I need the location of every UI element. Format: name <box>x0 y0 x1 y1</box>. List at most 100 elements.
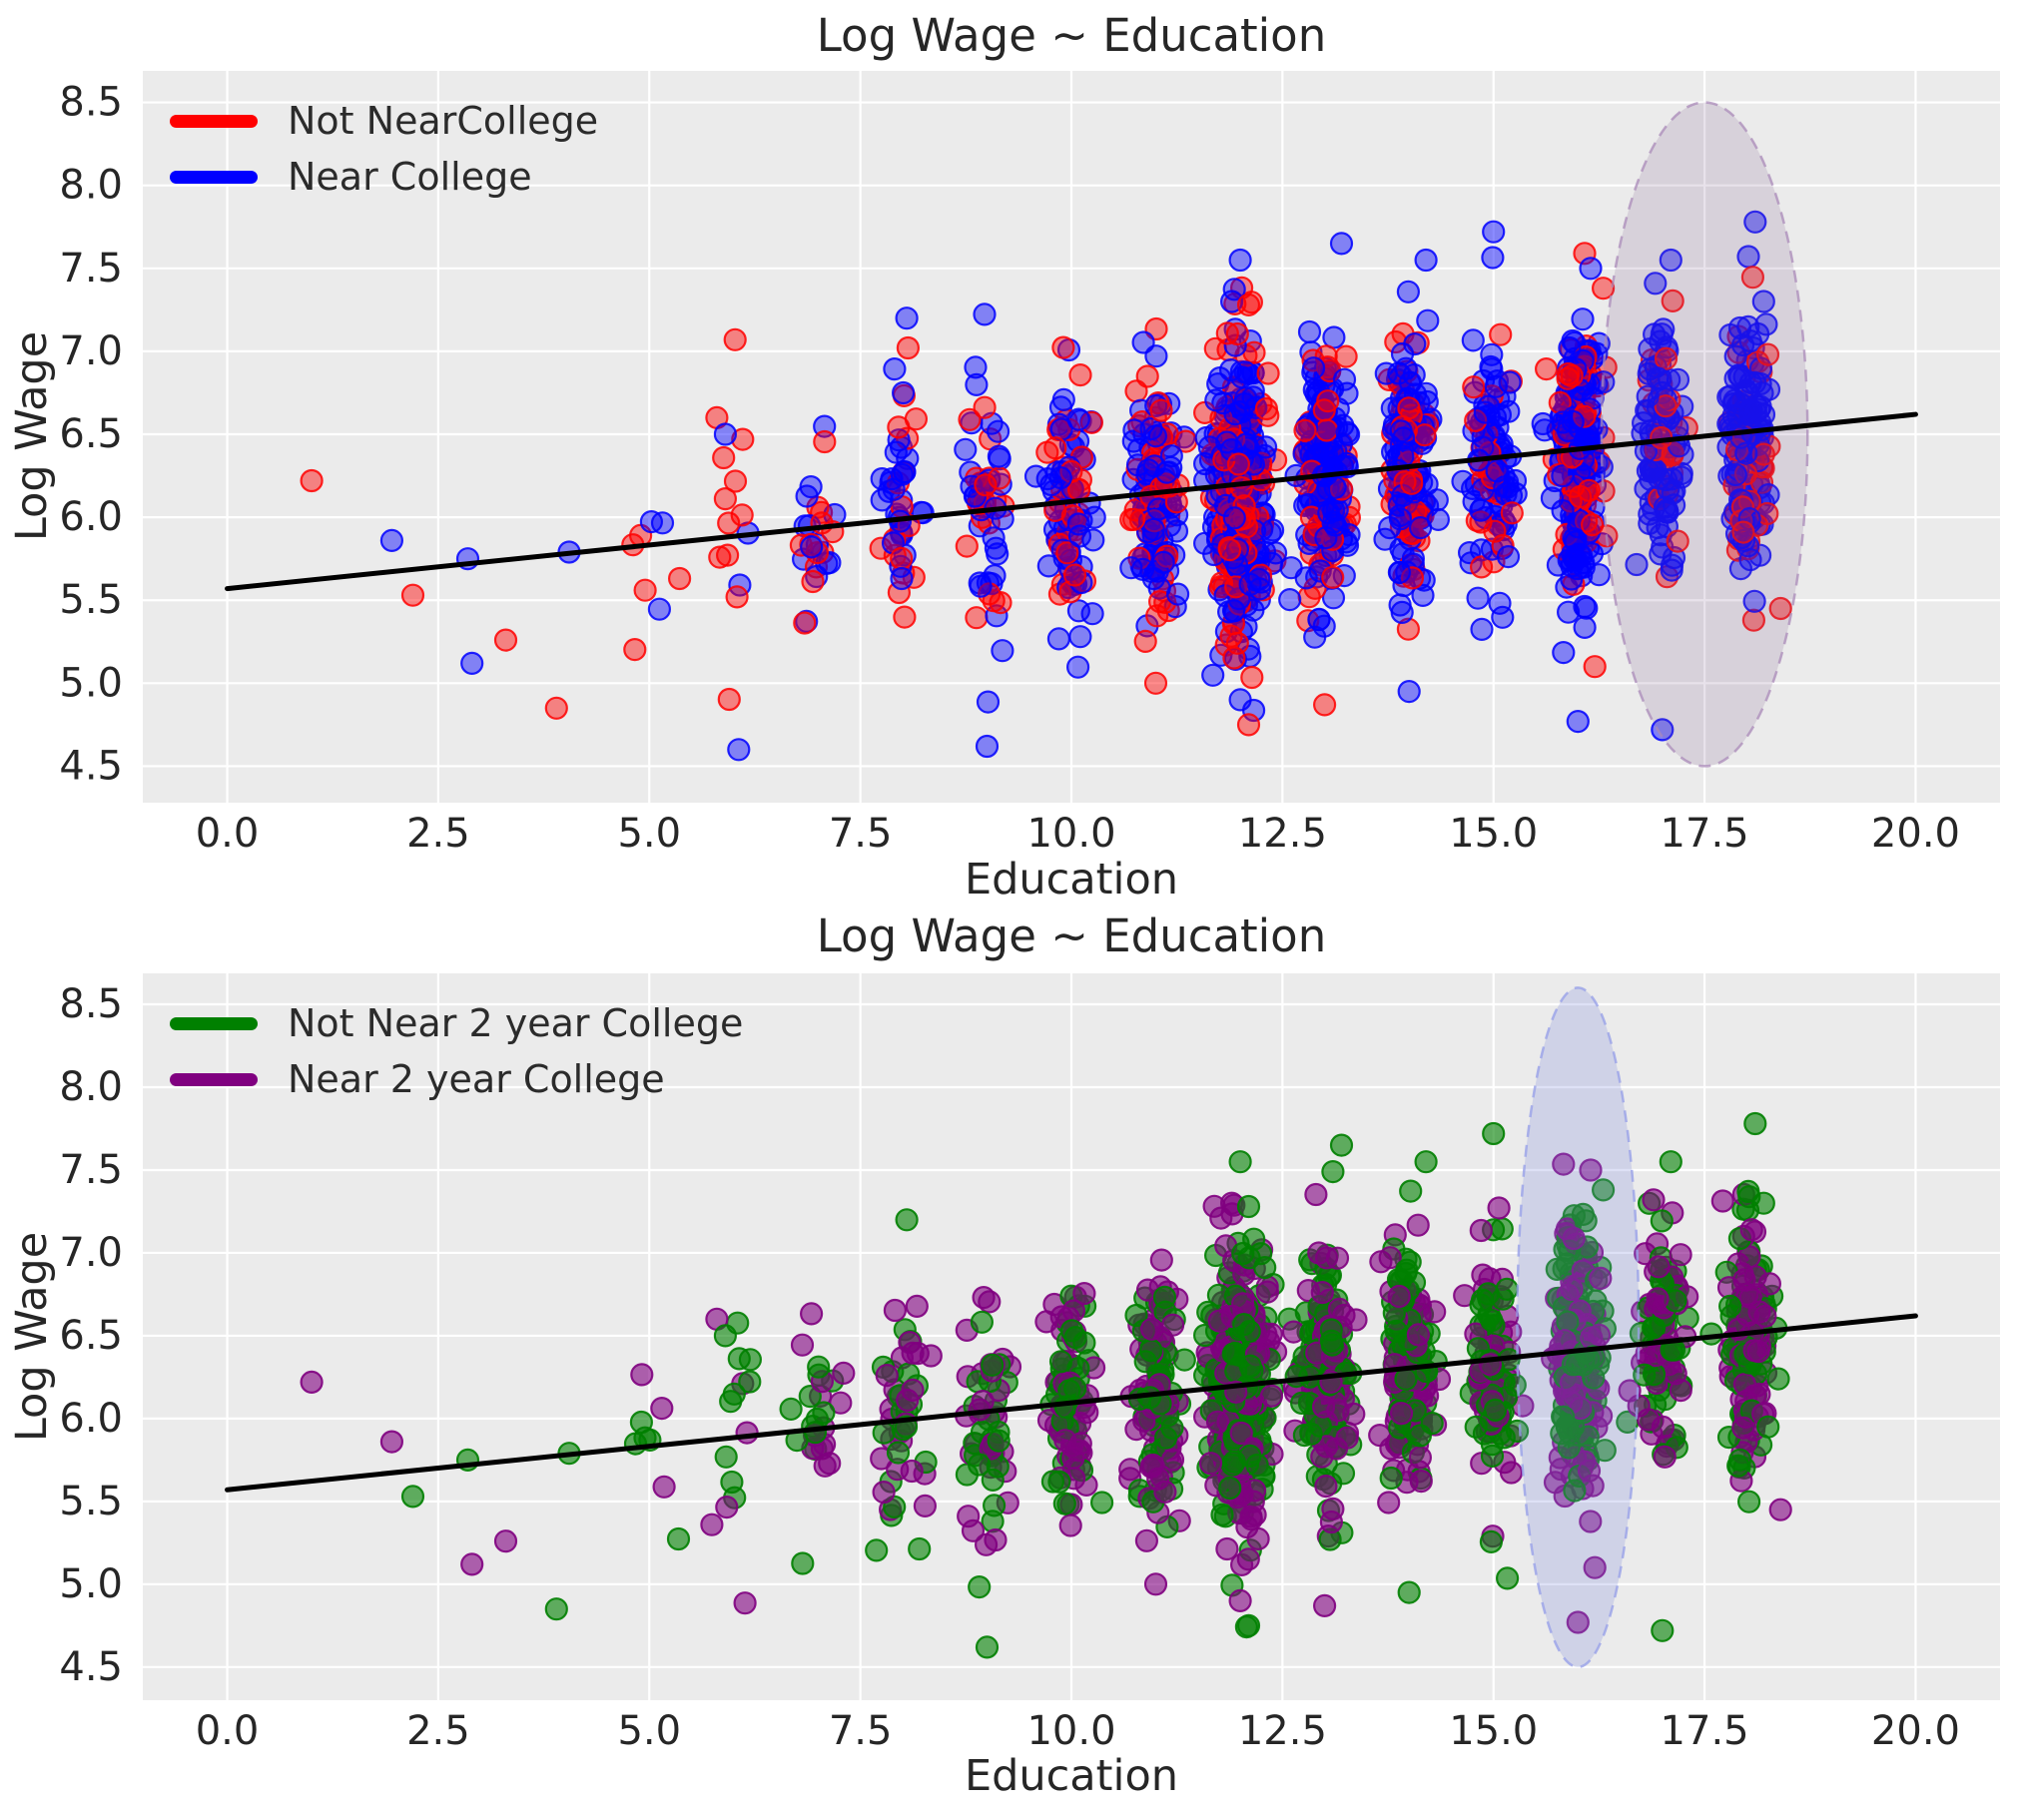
scatter-point <box>700 1513 724 1536</box>
scatter-point <box>1461 328 1485 352</box>
scatter-point <box>1210 1503 1234 1526</box>
scatter-point <box>1151 550 1175 575</box>
scatter-point <box>872 1480 896 1505</box>
scatter-point <box>1164 519 1189 543</box>
x-tick-label: 0.0 <box>196 811 260 857</box>
scatter-point <box>887 428 911 452</box>
scatter-point <box>715 543 740 567</box>
scatter-point <box>883 357 907 381</box>
scatter-point <box>1149 1248 1173 1272</box>
scatter-point <box>1406 1323 1431 1347</box>
scatter-point <box>901 1378 925 1403</box>
scatter-point <box>1253 435 1278 459</box>
scatter-point <box>1142 454 1166 478</box>
scatter-point <box>1469 498 1493 522</box>
scatter-point <box>1577 478 1601 502</box>
scatter-point <box>1139 1317 1164 1341</box>
scatter-point <box>1669 1378 1692 1403</box>
scatter-point <box>1312 1593 1337 1618</box>
scatter-point <box>976 690 1001 714</box>
scatter-point <box>1068 363 1092 387</box>
y-tick-label: 8.5 <box>59 80 123 126</box>
x-tick-label: 20.0 <box>1871 811 1960 857</box>
tick-labels: 0.0 2.5 5.0 7.5 10.0 12.5 15.0 17.5 20.0 4.5 5.0 5.… <box>59 80 1960 857</box>
scatter-point <box>812 1401 836 1425</box>
scatter-point <box>991 639 1014 663</box>
scatter-point <box>1314 1474 1338 1499</box>
scatter-point <box>1255 1280 1280 1304</box>
scatter-point <box>970 1310 995 1334</box>
legend-item: Not Near 2 year College <box>170 995 743 1051</box>
scatter-point <box>1742 1339 1766 1363</box>
scatter-point <box>1149 398 1173 422</box>
scatter-point <box>1488 591 1512 615</box>
scatter-point <box>1659 1150 1683 1174</box>
scatter-point <box>1215 430 1239 454</box>
scatter-point <box>1374 361 1398 385</box>
scatter-point <box>1573 594 1597 619</box>
legend-item: Not NearCollege <box>170 93 598 149</box>
scatter-point <box>400 1485 425 1509</box>
highlight-ellipse <box>1516 986 1641 1669</box>
scatter-point <box>893 605 917 629</box>
scatter-point <box>973 395 997 419</box>
chart-top-title: Log Wage ~ Education <box>816 9 1327 62</box>
scatter-point <box>1316 389 1340 413</box>
y-tick-label: 8.0 <box>59 163 123 209</box>
scatter-point <box>714 1445 738 1469</box>
chart-top-legend: Not NearCollege Near College <box>170 93 598 205</box>
scatter-point <box>1164 490 1188 514</box>
scatter-point <box>1329 232 1354 256</box>
scatter-point <box>1238 1354 1262 1378</box>
scatter-point <box>869 536 893 560</box>
scatter-point <box>1394 1367 1418 1391</box>
scatter-point <box>712 445 736 470</box>
scatter-point <box>987 444 1011 468</box>
scatter-point <box>981 1468 1005 1493</box>
chart-bottom-legend: Not Near 2 year College Near 2 year Coll… <box>170 995 743 1107</box>
scatter-point <box>1312 614 1336 638</box>
scatter-point <box>1232 1312 1256 1337</box>
scatter-point <box>715 1495 739 1519</box>
scatter-point <box>896 335 921 360</box>
scatter-point <box>639 509 664 534</box>
scatter-point <box>1051 387 1075 411</box>
scatter-point <box>1400 471 1424 495</box>
scatter-point <box>1406 1213 1430 1237</box>
scatter-point <box>460 651 484 676</box>
y-tick-label: 8.5 <box>59 981 123 1027</box>
scatter-point <box>720 1470 744 1495</box>
scatter-point <box>1379 1466 1403 1491</box>
scatter-point <box>865 1538 889 1562</box>
scatter-point <box>1089 1491 1114 1515</box>
scatter-point <box>969 574 993 598</box>
scatter-point <box>1717 1294 1742 1319</box>
scatter-point <box>1219 624 1243 648</box>
scatter-point <box>883 1298 908 1323</box>
scatter-point <box>1235 1515 1259 1539</box>
scatter-point <box>1311 1395 1336 1419</box>
scatter-point <box>987 1429 1010 1453</box>
scatter-point <box>793 611 817 635</box>
scatter-point <box>964 355 988 379</box>
scatter-point <box>1222 506 1246 530</box>
legend-label: Near 2 year College <box>288 1057 665 1101</box>
scatter-point <box>1408 1424 1433 1448</box>
scatter-point <box>1389 419 1413 443</box>
scatter-point <box>978 1290 1002 1314</box>
scatter-point <box>1653 1445 1677 1469</box>
legend-item: Near 2 year College <box>170 1051 743 1107</box>
chart-top-ylabel: Log Wage <box>7 330 57 542</box>
scatter-point <box>1320 441 1345 465</box>
scatter-point <box>905 1294 929 1319</box>
scatter-point <box>1583 655 1607 679</box>
y-tick-label: 6.5 <box>59 411 123 457</box>
scatter-point <box>1534 357 1559 381</box>
scatter-point <box>1669 1243 1692 1267</box>
scatter-point <box>722 1382 746 1406</box>
scatter-point <box>981 1353 1005 1377</box>
scatter-point <box>895 306 919 330</box>
scatter-point <box>1332 367 1357 391</box>
scatter-point <box>647 597 672 621</box>
scatter-point <box>379 528 403 553</box>
